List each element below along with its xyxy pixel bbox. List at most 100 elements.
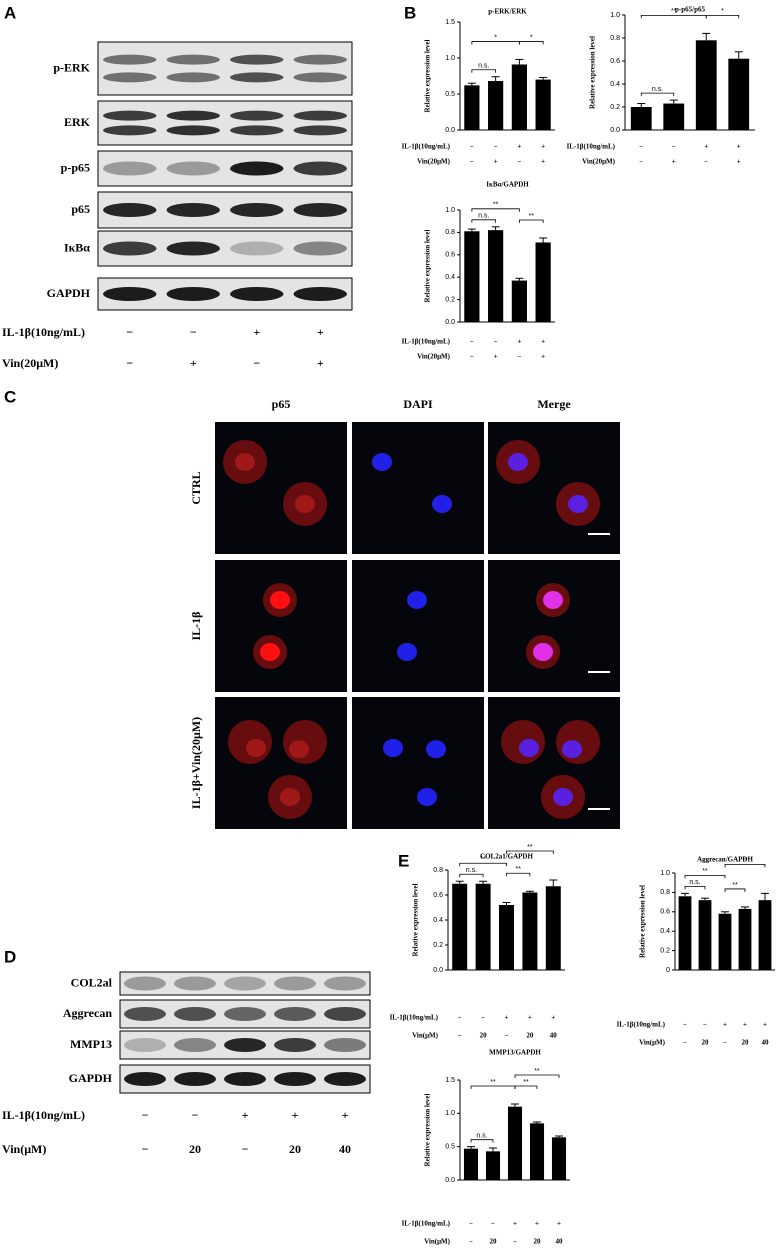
- significance-label: **: [527, 844, 533, 851]
- blot-band: [166, 110, 220, 121]
- panel-label: C: [4, 387, 16, 406]
- y-tick-label: 0.4: [433, 917, 443, 924]
- bar: [545, 886, 561, 970]
- condition-sign: +: [242, 1108, 249, 1122]
- bar: [535, 79, 551, 130]
- chart-title: p-ERK/ERK: [488, 8, 527, 16]
- blot-band: [174, 976, 216, 991]
- bar: [452, 883, 468, 970]
- condition-label: IL-1β(10ng/mL): [402, 143, 451, 151]
- condition-sign: +: [541, 338, 545, 346]
- bar: [529, 1123, 545, 1180]
- significance-bracket: [459, 862, 507, 867]
- significance-bracket: [471, 41, 520, 45]
- significance-label: **: [493, 202, 499, 209]
- nucleus: [568, 495, 588, 513]
- blot-band: [103, 54, 157, 65]
- y-tick-label: 0.8: [610, 35, 620, 42]
- condition-sign: 40: [762, 1039, 770, 1047]
- column-label: DAPI: [403, 397, 433, 411]
- y-tick-label: 1.0: [610, 12, 620, 19]
- chart-title: COL2a1/GAPDH: [480, 853, 533, 861]
- condition-sign: +: [737, 158, 741, 166]
- bar: [488, 230, 504, 322]
- condition-label: IL-1β(10ng/mL): [2, 325, 85, 339]
- condition-sign: +: [763, 1021, 767, 1029]
- condition-label: IL-1β(10ng/mL): [390, 1014, 439, 1022]
- blot-band: [293, 72, 347, 83]
- column-label: p65: [272, 397, 291, 411]
- nucleus: [417, 788, 437, 806]
- condition-label: IL-1β(10ng/mL): [567, 143, 616, 151]
- nucleus: [553, 788, 573, 806]
- condition-sign: +: [535, 1220, 539, 1228]
- nucleus: [372, 453, 392, 471]
- blot-band: [103, 287, 157, 301]
- cell-body: [556, 720, 600, 764]
- significance-bracket: [684, 874, 726, 879]
- y-tick-label: 0.0: [610, 127, 620, 134]
- y-tick-label: 0.5: [445, 1144, 455, 1151]
- blot-band: [230, 241, 284, 256]
- y-tick-label: 0.4: [660, 928, 670, 935]
- blot-band: [174, 1072, 216, 1086]
- nucleus: [519, 739, 539, 757]
- row-label: IL-1β: [189, 612, 203, 641]
- significance-label: n.s.: [478, 63, 489, 70]
- significance-label: n.s.: [689, 879, 700, 886]
- bar: [551, 1137, 567, 1180]
- chart-title: p-p65/p65: [675, 6, 705, 14]
- blot-band: [174, 1007, 216, 1021]
- condition-label: IL-1β(10ng/mL): [617, 1021, 666, 1029]
- condition-sign: −: [505, 1032, 509, 1040]
- condition-label: IL-1β(10ng/mL): [402, 1220, 451, 1228]
- significance-bracket: [684, 885, 706, 890]
- condition-sign: −: [494, 143, 498, 151]
- blot-band: [174, 1038, 216, 1052]
- blot-band: [230, 161, 284, 176]
- y-tick-label: 0.8: [445, 229, 455, 236]
- blot-band: [230, 54, 284, 65]
- y-axis-label: Relative expression level: [412, 883, 420, 956]
- significance-bracket: [518, 219, 544, 223]
- significance-bracket: [705, 15, 740, 19]
- significance-label: *: [530, 34, 533, 41]
- condition-label: Vin(20μM): [582, 158, 616, 166]
- condition-sign: −: [469, 1220, 473, 1228]
- blot-band: [124, 1038, 166, 1052]
- blot-band: [324, 1072, 366, 1086]
- blot-band: [166, 241, 220, 256]
- condition-sign: +: [513, 1220, 517, 1228]
- y-tick-label: 0: [666, 967, 670, 974]
- panel-label: B: [404, 3, 416, 22]
- blot-band: [166, 54, 220, 65]
- blot-band: [230, 287, 284, 301]
- condition-sign: −: [469, 1238, 473, 1246]
- condition-sign: −: [142, 1142, 149, 1156]
- panel-label: A: [4, 3, 16, 22]
- condition-label: Vin(20μM): [417, 158, 451, 166]
- condition-sign: −: [517, 158, 521, 166]
- condition-sign: −: [639, 158, 643, 166]
- nucleus: [407, 591, 427, 609]
- nucleus: [260, 643, 280, 661]
- panel-label: D: [4, 947, 16, 966]
- blot-band: [103, 241, 157, 256]
- blot-box: [97, 100, 353, 146]
- blot-label: ERK: [64, 115, 91, 129]
- bar: [630, 107, 652, 130]
- condition-label: IL-1β(10ng/mL): [2, 1108, 85, 1122]
- condition-sign: +: [551, 1014, 555, 1022]
- significance-bracket: [518, 41, 544, 45]
- nucleus: [235, 453, 255, 471]
- condition-sign: +: [292, 1108, 299, 1122]
- significance-label: n.s.: [478, 213, 489, 220]
- nucleus: [426, 740, 446, 759]
- significance-label: n.s.: [466, 867, 477, 874]
- bar: [695, 40, 717, 130]
- row-label: CTRL: [189, 471, 203, 504]
- y-tick-label: 0.2: [445, 296, 455, 303]
- significance-bracket: [724, 863, 766, 868]
- y-tick-label: 1.0: [445, 207, 455, 214]
